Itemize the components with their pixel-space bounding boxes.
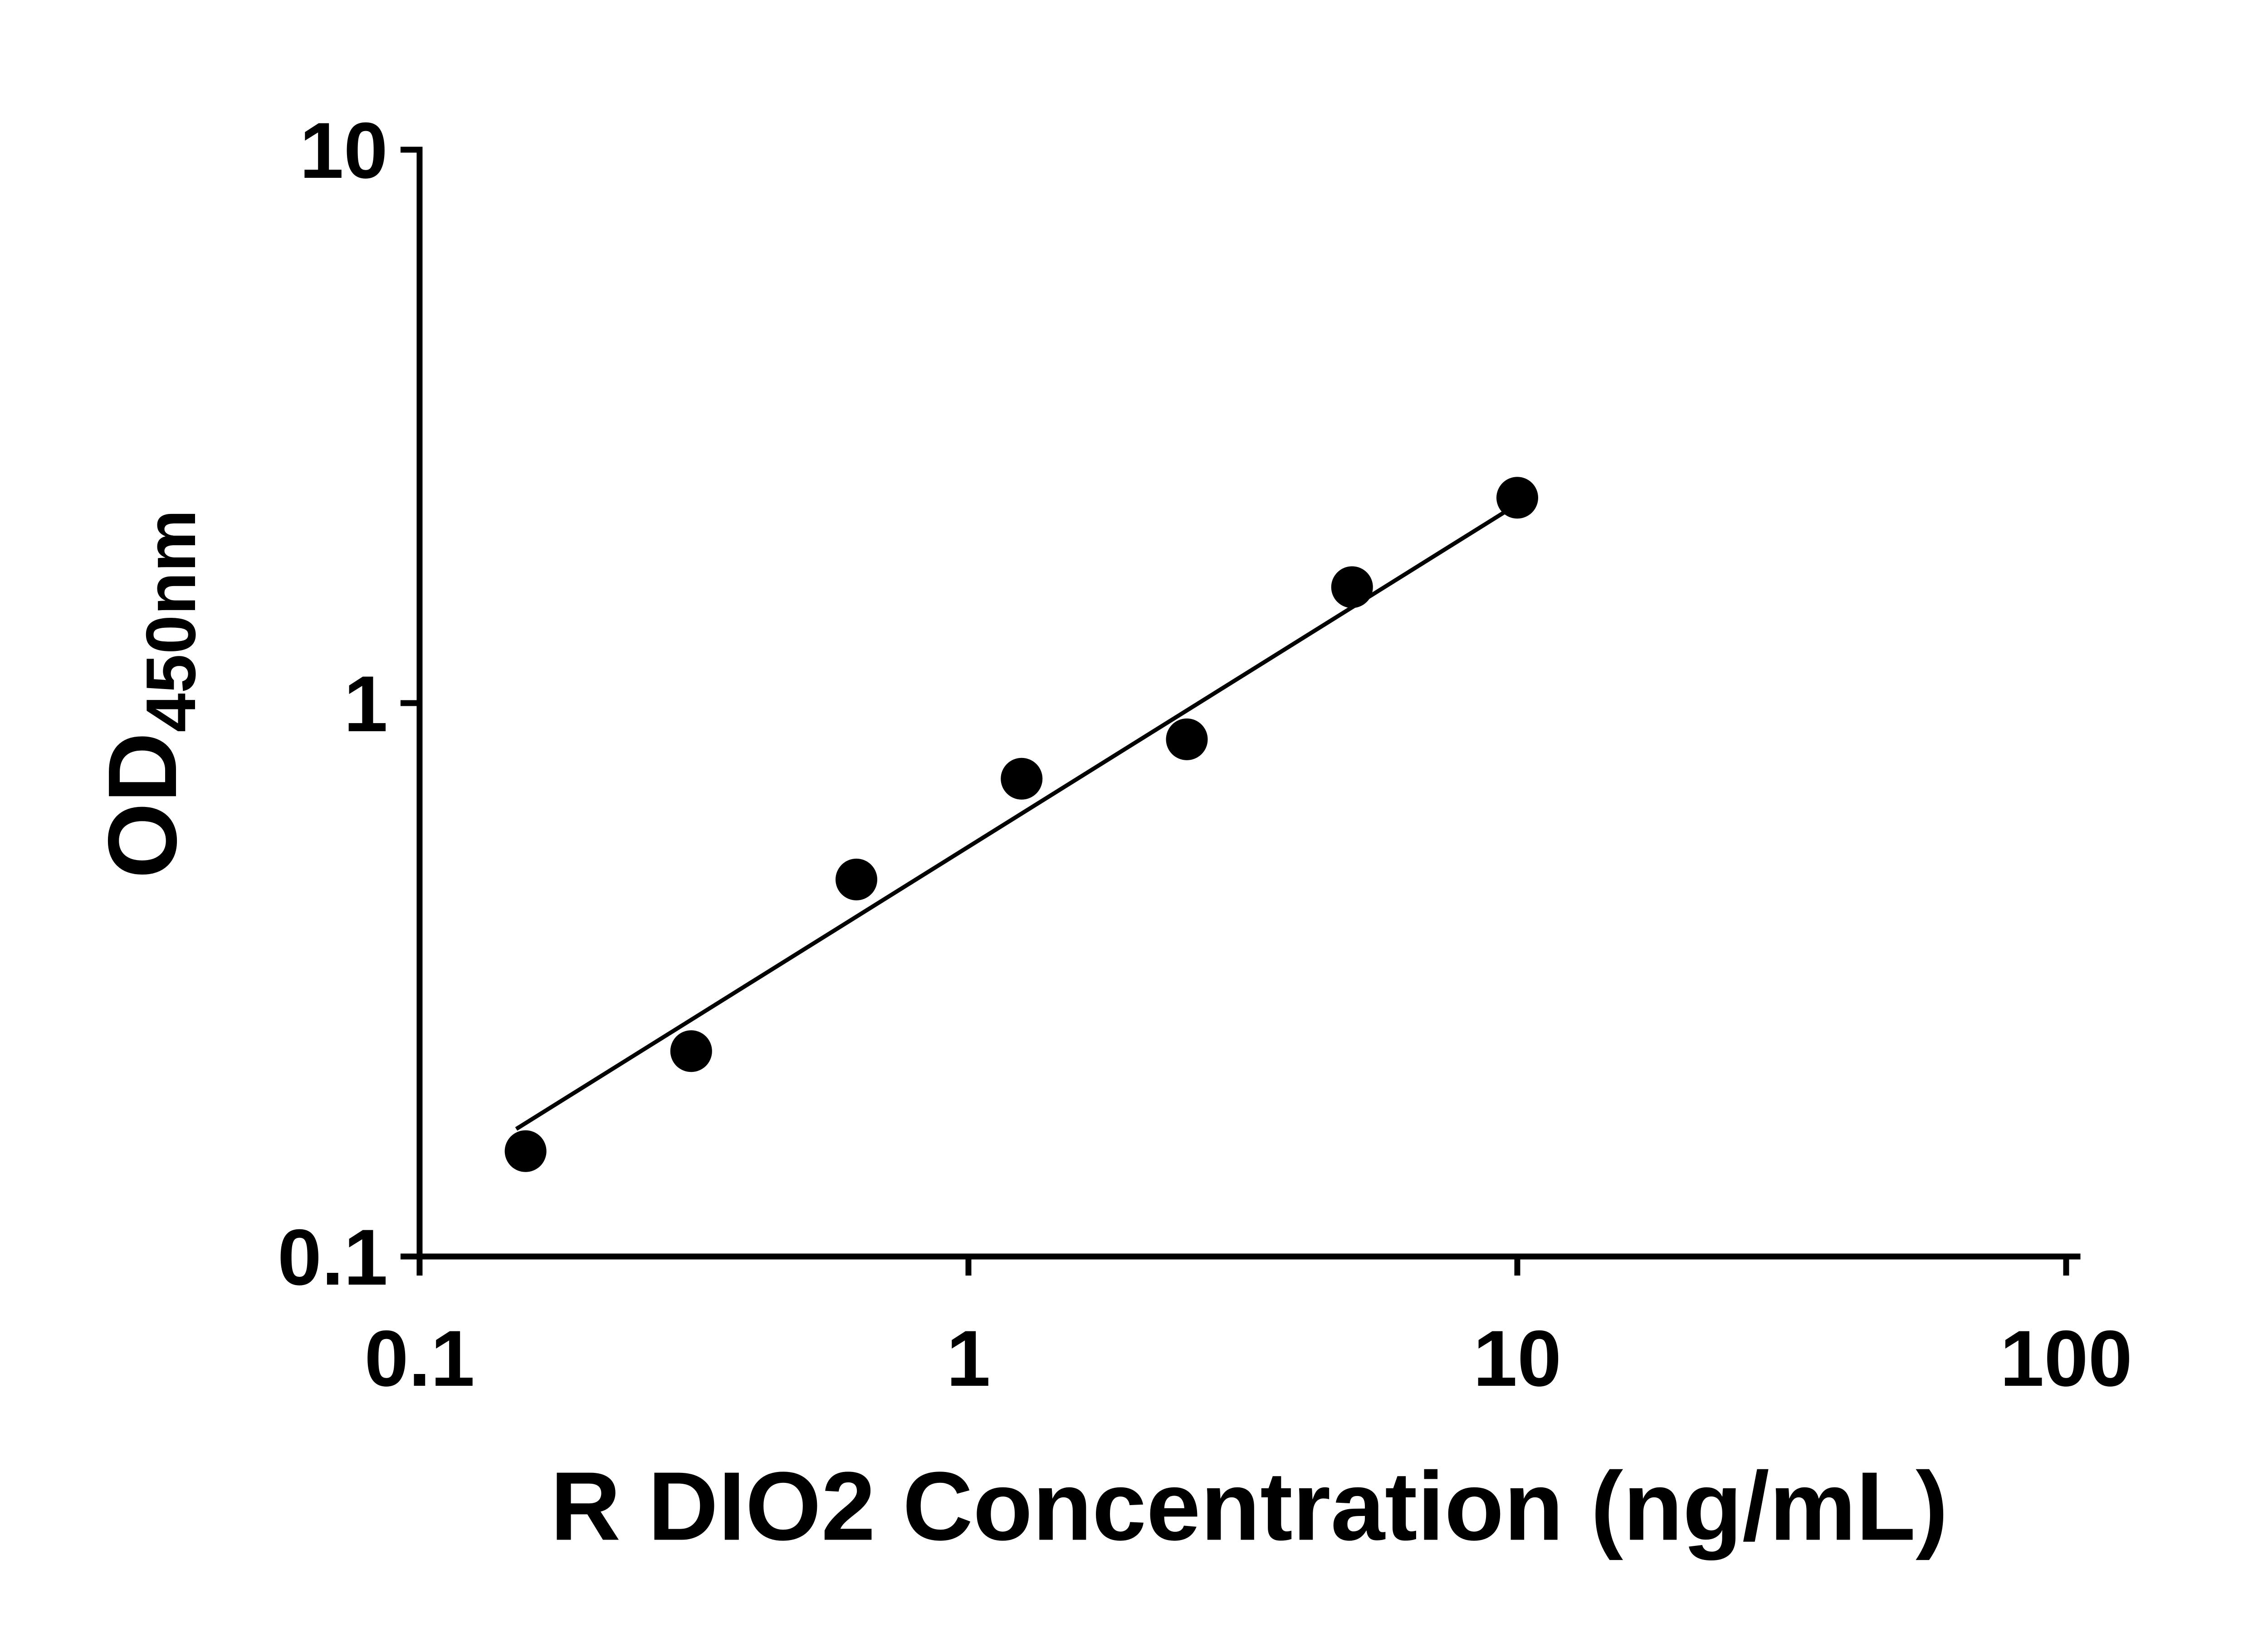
y-axis-title-subscript: 450nm [132,509,210,733]
data-point [1166,718,1208,760]
y-axis-title: OD450nm [88,509,210,879]
data-point [670,1030,712,1072]
x-axis-title: R DIO2 Concentration (ng/mL) [550,1451,1948,1561]
axes [416,147,2081,1260]
data-point [1331,566,1373,608]
data-point [504,1130,547,1172]
y-tick-label: 0.1 [278,1213,388,1302]
x-tick-label: 100 [2000,1315,2132,1403]
x-tick-label: 0.1 [364,1315,474,1403]
data-point [836,858,878,900]
trend-line [515,498,1525,1131]
y-axis-title-main: OD [88,732,197,879]
y-tick-label: 10 [299,107,388,195]
y-tick-label: 1 [344,660,388,748]
data-point [1001,758,1043,800]
data-point [1496,477,1538,519]
x-tick-label: 1 [946,1315,990,1403]
x-tick-label: 10 [1473,1315,1562,1403]
